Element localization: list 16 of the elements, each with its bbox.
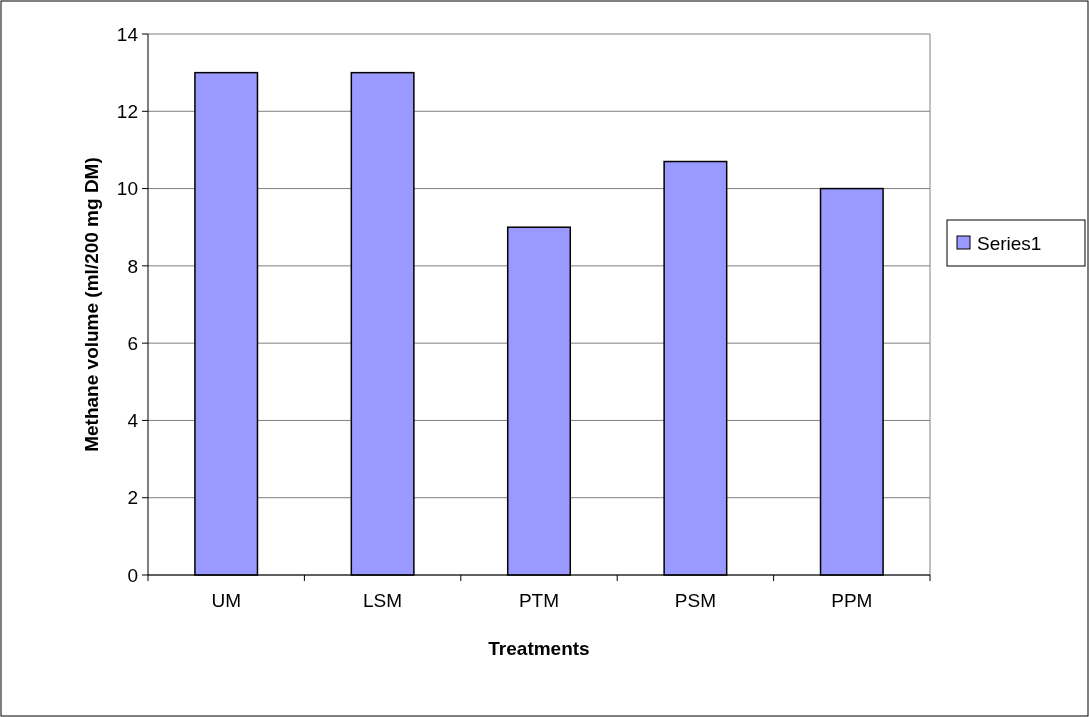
y-tick-label: 10 <box>116 178 138 200</box>
x-tick-label: PTM <box>518 590 560 611</box>
y-tick-label: 12 <box>116 100 138 122</box>
x-axis-title: Treatments <box>488 638 590 659</box>
x-tick-label: PPM <box>831 590 873 611</box>
legend-label: Series1 <box>977 232 1042 254</box>
y-tick-label: 6 <box>127 332 138 354</box>
y-tick-label: 4 <box>127 410 139 432</box>
x-tick-label: PSM <box>674 590 716 611</box>
x-tick-label: LSM <box>363 590 403 611</box>
x-tick-label: UM <box>211 590 241 611</box>
y-tick-label: 2 <box>127 487 138 509</box>
y-axis-title: Methane volume (ml/200 mg DM) <box>81 157 102 452</box>
y-tick-label: 14 <box>116 23 139 45</box>
y-tick-label: 0 <box>127 564 138 586</box>
y-tick-label: 8 <box>127 255 138 277</box>
